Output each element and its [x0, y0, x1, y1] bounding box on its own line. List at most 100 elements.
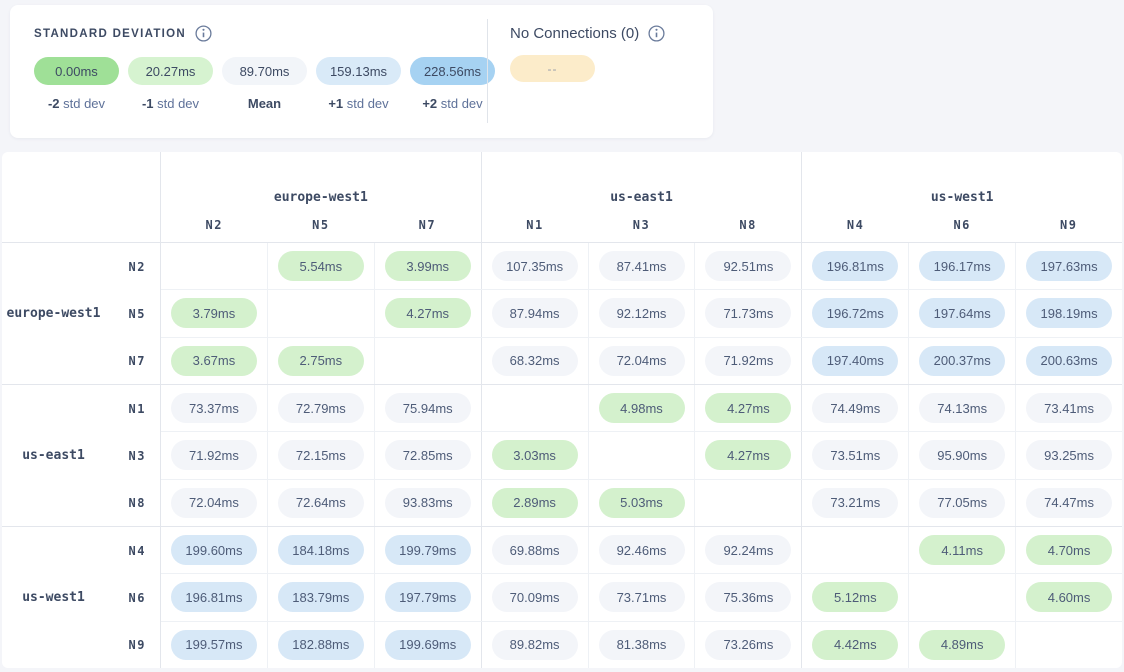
latency-pill[interactable]: 69.88ms [491, 535, 578, 566]
latency-pill[interactable]: 197.40ms [812, 345, 899, 376]
latency-pill[interactable]: 95.90ms [919, 440, 1006, 471]
latency-cell: 199.69ms [375, 621, 482, 668]
latency-cell: 92.51ms [695, 243, 803, 290]
row-region-label: us-west1 [22, 590, 85, 605]
latency-pill[interactable]: 73.21ms [812, 487, 899, 518]
latency-pill[interactable]: 72.85ms [384, 440, 471, 471]
latency-pill[interactable]: 2.75ms [277, 345, 364, 376]
latency-pill[interactable]: 107.35ms [491, 251, 578, 282]
latency-pill[interactable]: 72.04ms [170, 487, 257, 518]
latency-pill[interactable]: 73.51ms [812, 440, 899, 471]
legend-stop: 0.00ms -2 std dev [34, 57, 119, 111]
latency-pill[interactable]: 3.79ms [170, 298, 257, 329]
latency-pill[interactable]: 92.46ms [598, 535, 685, 566]
latency-pill[interactable]: 71.92ms [170, 440, 257, 471]
latency-pill[interactable]: 200.63ms [1026, 345, 1113, 376]
latency-pill[interactable]: 77.05ms [919, 487, 1006, 518]
latency-pill[interactable]: 4.27ms [705, 393, 792, 424]
latency-pill[interactable]: 4.89ms [919, 629, 1006, 660]
latency-pill[interactable]: 75.36ms [705, 582, 792, 613]
latency-pill[interactable]: 92.12ms [598, 298, 685, 329]
latency-pill[interactable]: 199.60ms [170, 535, 257, 566]
latency-pill[interactable]: 92.24ms [705, 535, 792, 566]
latency-cell: 200.37ms [909, 337, 1017, 384]
column-node-label: N7 [418, 218, 437, 232]
latency-pill[interactable]: 89.82ms [491, 629, 578, 660]
latency-pill[interactable]: 3.03ms [491, 440, 578, 471]
latency-pill[interactable]: 200.37ms [919, 345, 1006, 376]
latency-pill[interactable]: 183.79ms [277, 582, 364, 613]
latency-pill[interactable]: 199.79ms [384, 535, 471, 566]
latency-pill[interactable]: 72.15ms [277, 440, 364, 471]
latency-pill[interactable]: 197.79ms [384, 582, 471, 613]
column-node-label: N2 [205, 218, 223, 232]
latency-pill[interactable]: 73.37ms [170, 393, 257, 424]
latency-pill[interactable]: 87.41ms [598, 251, 685, 282]
latency-pill[interactable]: 75.94ms [384, 393, 471, 424]
no-connections-info-icon[interactable] [648, 25, 665, 42]
no-connections-pill: -- [510, 55, 595, 82]
latency-pill[interactable]: 74.49ms [812, 393, 899, 424]
latency-pill[interactable]: 71.92ms [705, 345, 792, 376]
legend-card: STANDARD DEVIATION 0.00ms -2 std dev 20.27… [10, 5, 713, 138]
latency-cell: 93.25ms [1016, 432, 1122, 478]
latency-pill[interactable]: 92.51ms [705, 251, 792, 282]
latency-pill[interactable]: 4.11ms [919, 535, 1006, 566]
latency-pill[interactable]: 197.63ms [1026, 251, 1113, 282]
latency-pill[interactable]: 5.03ms [598, 487, 685, 518]
row-group-us-east1: us-east1 N1 N3 N8 73.37ms 72.79ms 75.94ms 4.98m… [2, 384, 1122, 526]
latency-pill[interactable]: 93.25ms [1026, 440, 1113, 471]
latency-pill[interactable]: 4.27ms [705, 440, 792, 471]
latency-pill[interactable]: 182.88ms [277, 629, 364, 660]
matrix-row: 5.54ms 3.99ms 107.35ms 87.41ms 92.51ms 196.81… [161, 243, 1122, 290]
latency-pill[interactable]: 4.60ms [1026, 582, 1113, 613]
latency-cell: 72.15ms [268, 432, 375, 479]
latency-cell: 72.79ms [268, 385, 375, 432]
latency-pill[interactable]: 70.09ms [491, 582, 578, 613]
latency-pill[interactable]: 199.69ms [384, 629, 471, 660]
latency-pill[interactable]: 68.32ms [491, 345, 578, 376]
latency-cell: 198.19ms [1016, 290, 1122, 336]
latency-pill[interactable]: 197.64ms [919, 298, 1006, 329]
latency-pill[interactable]: 72.79ms [277, 393, 364, 424]
column-group-europe-west1: europe-west1 N2 N5 N7 [161, 152, 482, 242]
latency-cell: 89.82ms [482, 621, 589, 668]
legend-stop: 159.13ms +1 std dev [316, 57, 401, 111]
latency-cell: 81.38ms [589, 621, 696, 668]
latency-pill[interactable]: 2.89ms [491, 487, 578, 518]
latency-pill[interactable]: 3.67ms [170, 345, 257, 376]
latency-pill[interactable]: 73.71ms [598, 582, 685, 613]
latency-pill[interactable]: 196.81ms [170, 582, 257, 613]
legend-stop: 89.70ms Mean [222, 57, 307, 111]
latency-pill[interactable]: 184.18ms [277, 535, 364, 566]
latency-pill[interactable]: 196.72ms [812, 298, 899, 329]
latency-pill[interactable]: 5.12ms [812, 582, 899, 613]
latency-pill[interactable]: 73.41ms [1026, 393, 1113, 424]
latency-pill[interactable]: 199.57ms [170, 629, 257, 660]
latency-cell: 73.21ms [802, 479, 910, 526]
latency-pill[interactable]: 74.13ms [919, 393, 1006, 424]
latency-cell: 72.04ms [161, 479, 268, 526]
latency-pill[interactable]: 73.26ms [705, 629, 792, 660]
latency-pill[interactable]: 196.81ms [812, 251, 899, 282]
latency-pill[interactable]: 4.70ms [1026, 535, 1113, 566]
latency-pill[interactable]: 4.42ms [812, 629, 899, 660]
latency-cell: 182.88ms [268, 621, 375, 668]
latency-pill[interactable]: 93.83ms [384, 487, 471, 518]
latency-pill[interactable]: 81.38ms [598, 629, 685, 660]
latency-pill[interactable]: 72.04ms [598, 345, 685, 376]
latency-pill[interactable]: 71.73ms [705, 298, 792, 329]
latency-pill[interactable]: 5.54ms [277, 251, 364, 282]
latency-pill[interactable]: 4.27ms [384, 298, 471, 329]
latency-pill[interactable]: 4.98ms [598, 393, 685, 424]
latency-pill[interactable]: 198.19ms [1026, 298, 1113, 329]
legend-stop: 20.27ms -1 std dev [128, 57, 213, 111]
latency-pill[interactable]: 72.64ms [277, 487, 364, 518]
column-region-label: us-west1 [930, 190, 994, 205]
std-deviation-info-icon[interactable] [195, 25, 212, 42]
latency-pill[interactable]: 74.47ms [1026, 487, 1113, 518]
latency-cell: 3.79ms [161, 290, 268, 337]
latency-pill[interactable]: 3.99ms [384, 251, 471, 282]
latency-pill[interactable]: 87.94ms [491, 298, 578, 329]
latency-pill[interactable]: 196.17ms [919, 251, 1006, 282]
